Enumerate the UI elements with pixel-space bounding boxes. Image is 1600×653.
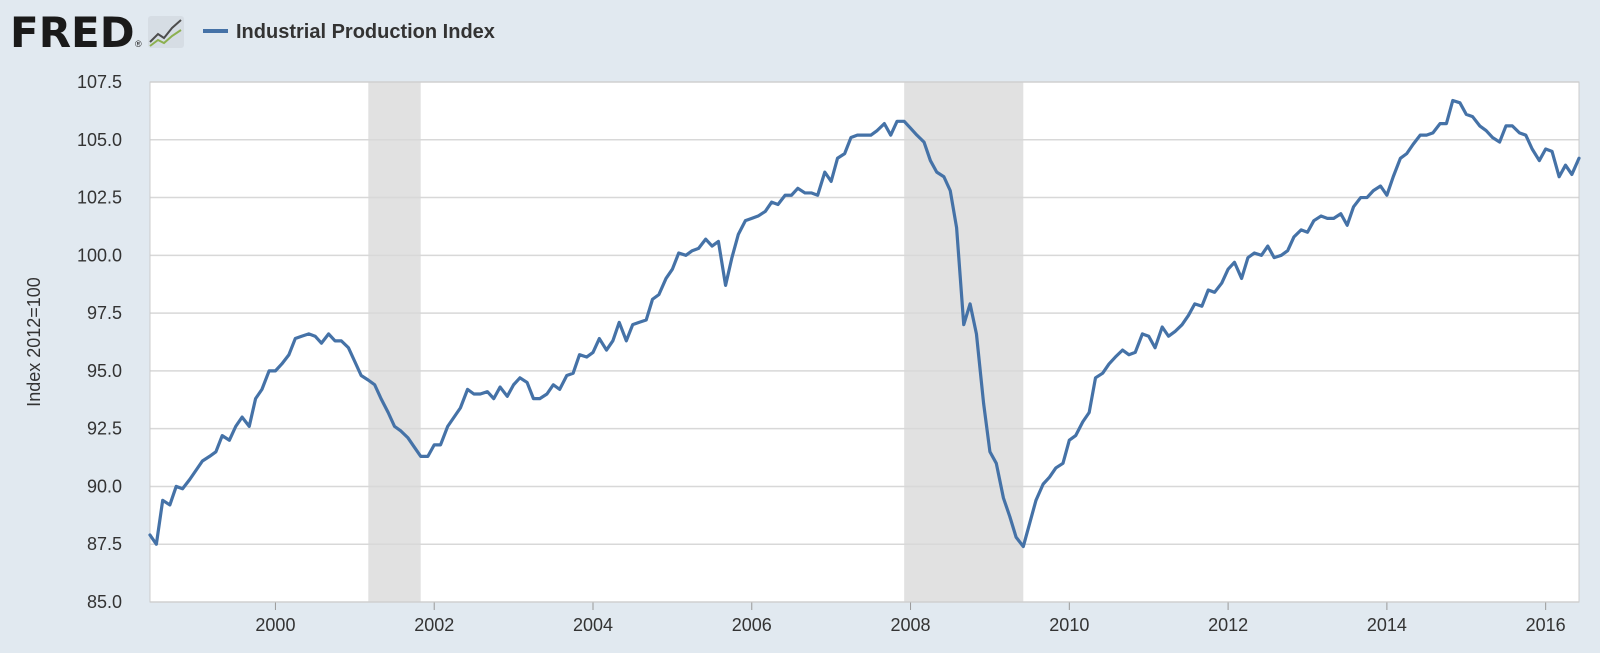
y-tick-label: 90.0: [87, 476, 122, 496]
fred-logo[interactable]: FRED ®: [10, 8, 184, 57]
legend-label: Industrial Production Index: [236, 21, 495, 43]
x-tick-label: 2004: [573, 615, 613, 635]
y-tick-label: 87.5: [87, 534, 122, 554]
x-tick-label: 2016: [1526, 615, 1566, 635]
logo-registered-mark: ®: [135, 39, 142, 49]
x-tick-label: 2012: [1208, 615, 1248, 635]
x-tick-label: 2008: [891, 615, 931, 635]
x-tick-label: 2002: [414, 615, 454, 635]
x-tick-label: 2014: [1367, 615, 1407, 635]
y-tick-label: 100.0: [77, 245, 122, 265]
plot-background: [150, 82, 1579, 602]
y-tick-label: 92.5: [87, 419, 122, 439]
y-axis-title: Index 2012=100: [24, 277, 44, 407]
logo-text: FRED: [10, 8, 135, 57]
x-tick-label: 2010: [1049, 615, 1089, 635]
y-tick-label: 97.5: [87, 303, 122, 323]
x-axis-ticks: 2000 2002 2004 2006 2008 2010 2012 2014 2016: [149, 81, 1580, 635]
y-tick-label: 107.5: [77, 72, 122, 92]
plot-border: [149, 81, 1580, 603]
series-layer: [148, 98, 1581, 549]
series-line-0: [148, 98, 1581, 549]
y-axis-ticks: 85.0 87.5 90.0 92.5 95.0 97.5 100.0 102.5 105.0 1…: [77, 72, 122, 612]
recession-bands: [368, 82, 1024, 602]
y-tick-label: 105.0: [77, 130, 122, 150]
y-tick-label: 102.5: [77, 188, 122, 208]
y-tick-label: 85.0: [87, 592, 122, 612]
legend: Industrial Production Index: [203, 21, 495, 43]
y-tick-label: 95.0: [87, 361, 122, 381]
recession-band-1: [904, 82, 1024, 602]
line-chart-icon: [148, 16, 184, 48]
x-tick-label: 2006: [732, 615, 772, 635]
recession-band-0: [368, 82, 421, 602]
x-tick-label: 2000: [255, 615, 295, 635]
